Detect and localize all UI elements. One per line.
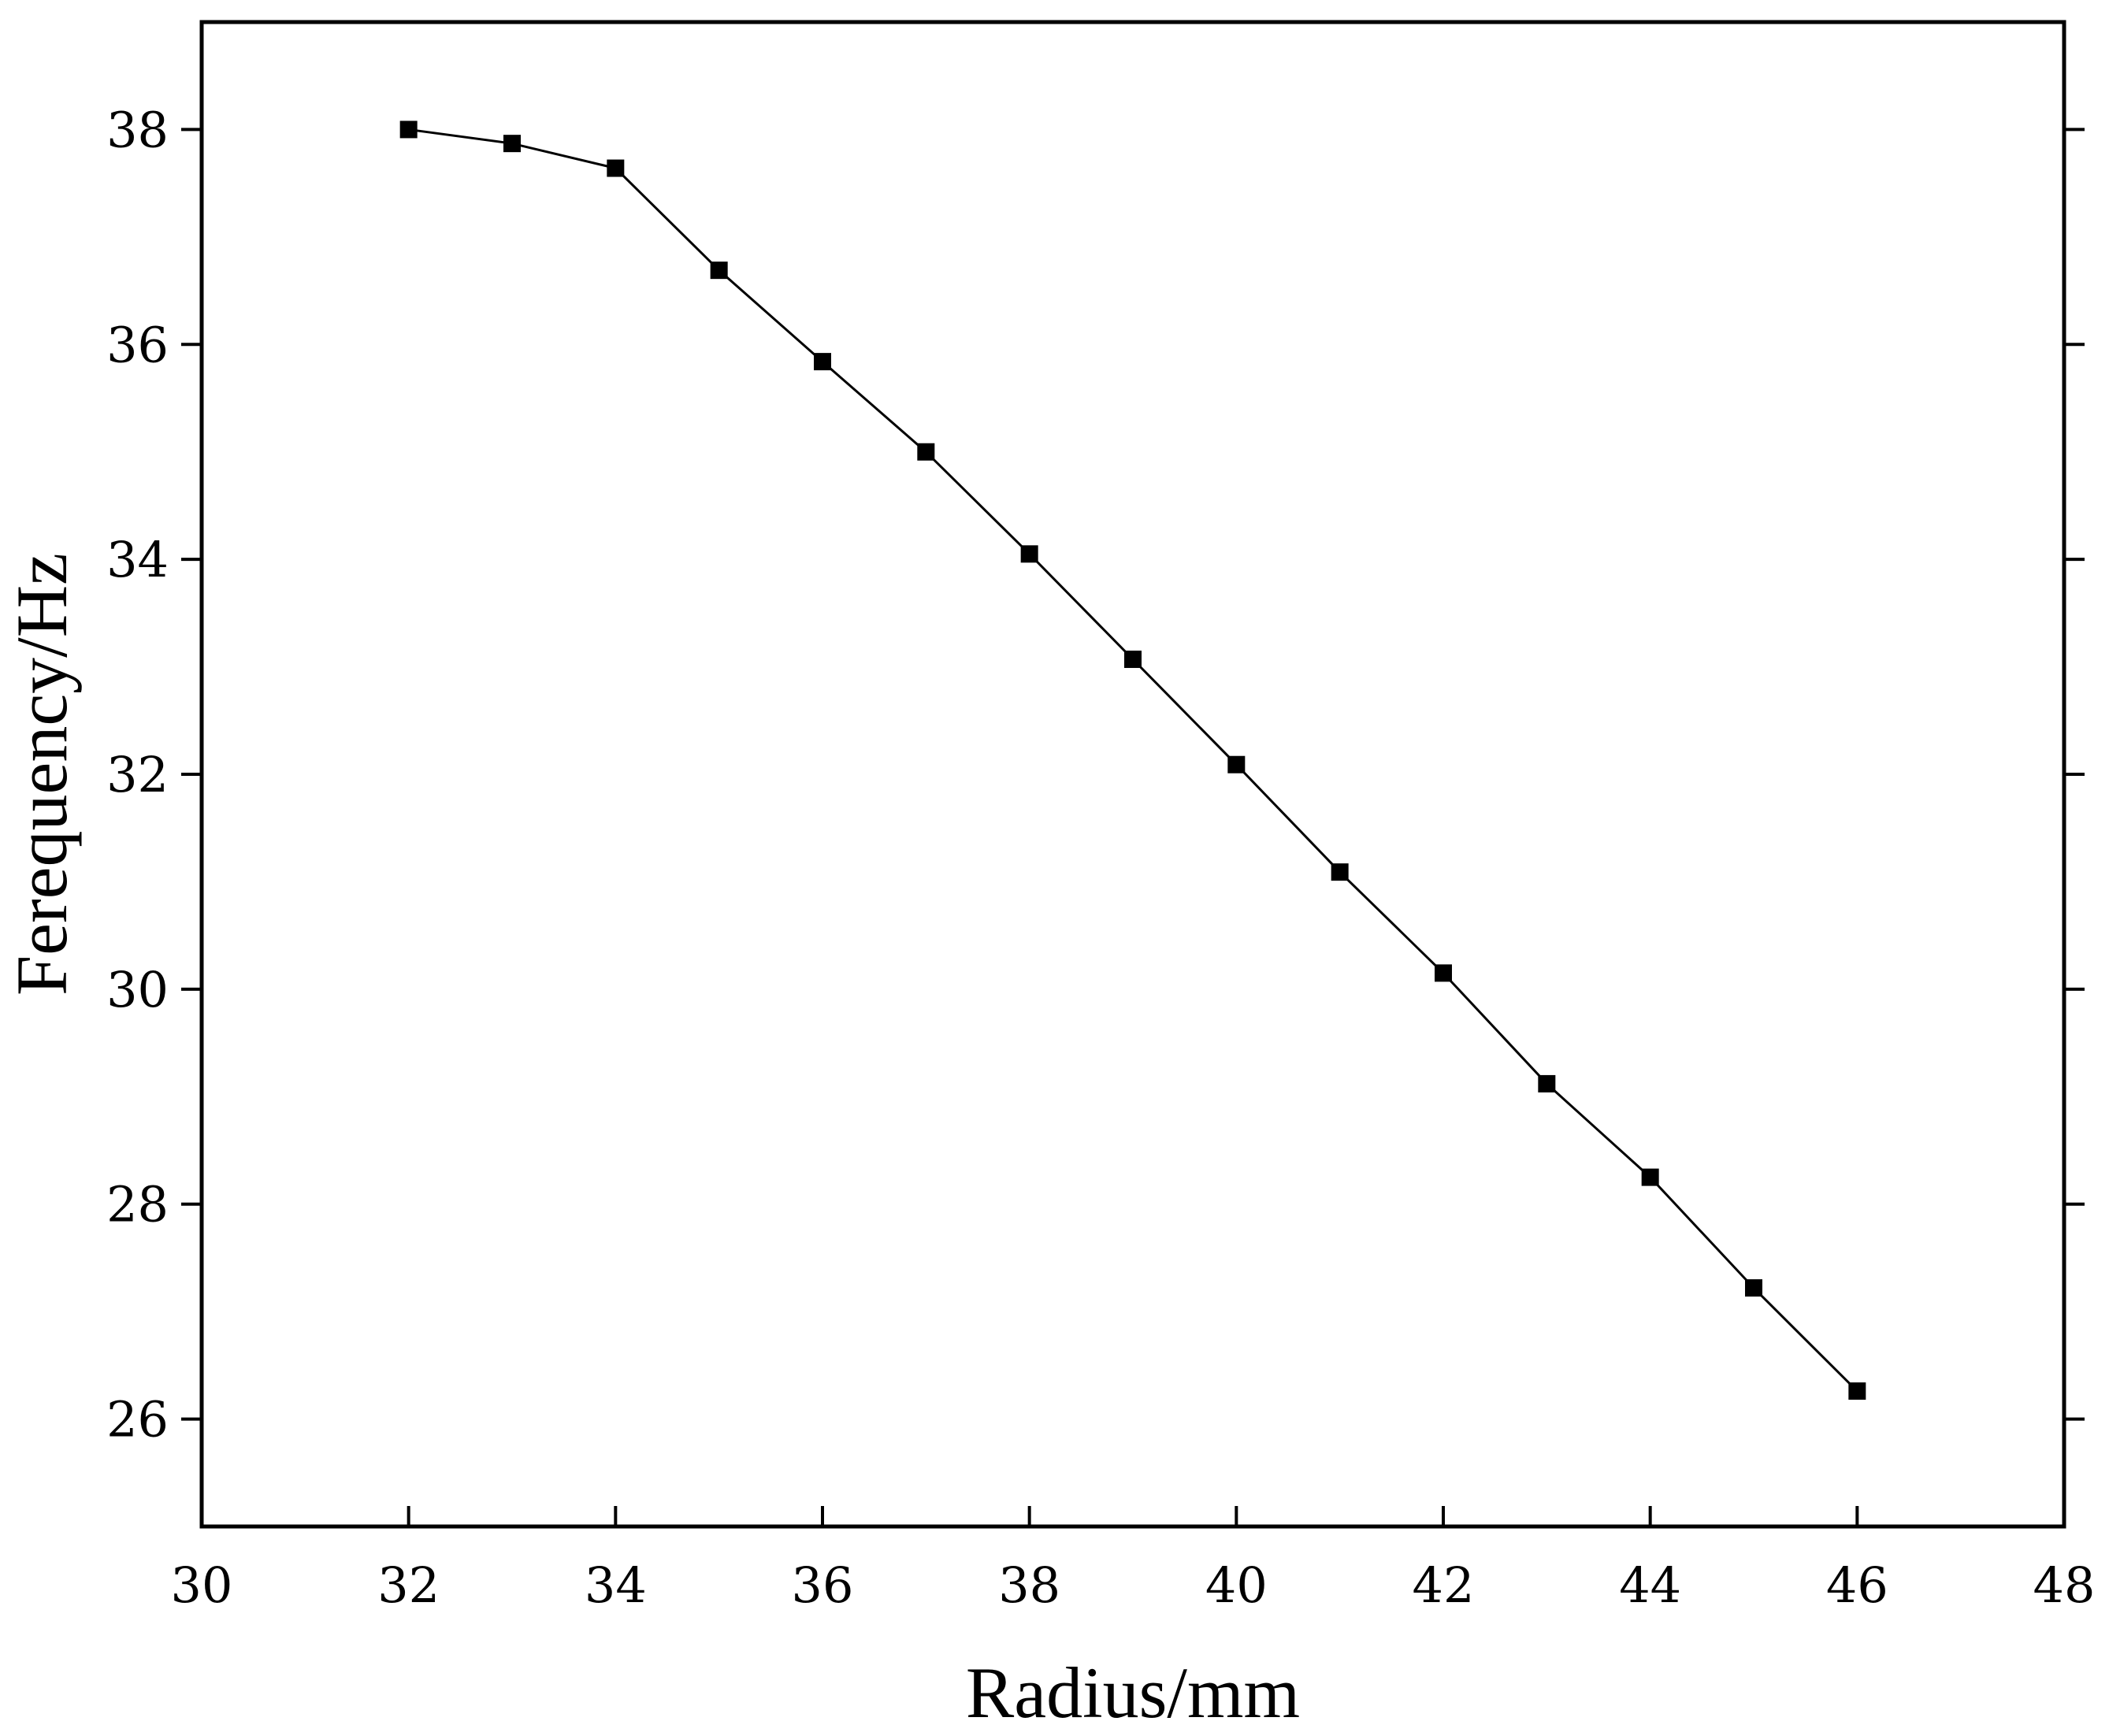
- x-tick-label-44: 44: [1619, 1556, 1681, 1614]
- x-tick-label-30: 30: [171, 1556, 233, 1614]
- y-tick-label-26: 26: [106, 1391, 169, 1449]
- y-tick-label-32: 32: [106, 746, 169, 803]
- plot-frame: [199, 20, 2066, 1529]
- y-tick-label-36: 36: [106, 316, 169, 373]
- x-tick-label-32: 32: [377, 1556, 440, 1614]
- data-point-38: [1020, 545, 1038, 563]
- series-layer: [399, 121, 1866, 1400]
- y-tick-label-28: 28: [106, 1176, 169, 1233]
- data-point-45: [1745, 1279, 1762, 1297]
- x-axis-title: Radius/mm: [966, 1653, 1300, 1733]
- x-tick-label-40: 40: [1205, 1556, 1268, 1614]
- x-tick-label-46: 46: [1826, 1556, 1888, 1614]
- labels-layer: 30 32 34 36 38 40 42 44 46 48 26 28 30 32 34 36 38: [106, 101, 2095, 1614]
- data-point-35: [710, 262, 728, 280]
- y-axis-title: Ferequency/Hz: [2, 553, 82, 996]
- x-tick-label-38: 38: [998, 1556, 1060, 1614]
- data-point-43: [1538, 1074, 1556, 1092]
- data-point-46: [1848, 1382, 1866, 1400]
- data-point-40: [1227, 755, 1246, 773]
- data-point-39: [1124, 651, 1142, 669]
- data-point-41: [1331, 863, 1349, 881]
- x-tick-label-48: 48: [2033, 1556, 2096, 1614]
- y-tick-label-34: 34: [106, 531, 169, 588]
- y-tick-label-38: 38: [106, 101, 169, 158]
- data-point-44: [1641, 1168, 1659, 1186]
- x-tick-label-42: 42: [1413, 1556, 1475, 1614]
- x-tick-label-36: 36: [792, 1556, 854, 1614]
- ticks-layer: [181, 128, 2085, 1526]
- data-point-34: [607, 159, 625, 177]
- data-point-32: [399, 121, 418, 139]
- x-tick-label-34: 34: [585, 1556, 647, 1614]
- data-point-37: [917, 443, 935, 461]
- data-point-42: [1435, 964, 1452, 982]
- data-point-33: [503, 135, 521, 153]
- data-point-36: [814, 353, 831, 371]
- y-tick-label-30: 30: [106, 961, 169, 1018]
